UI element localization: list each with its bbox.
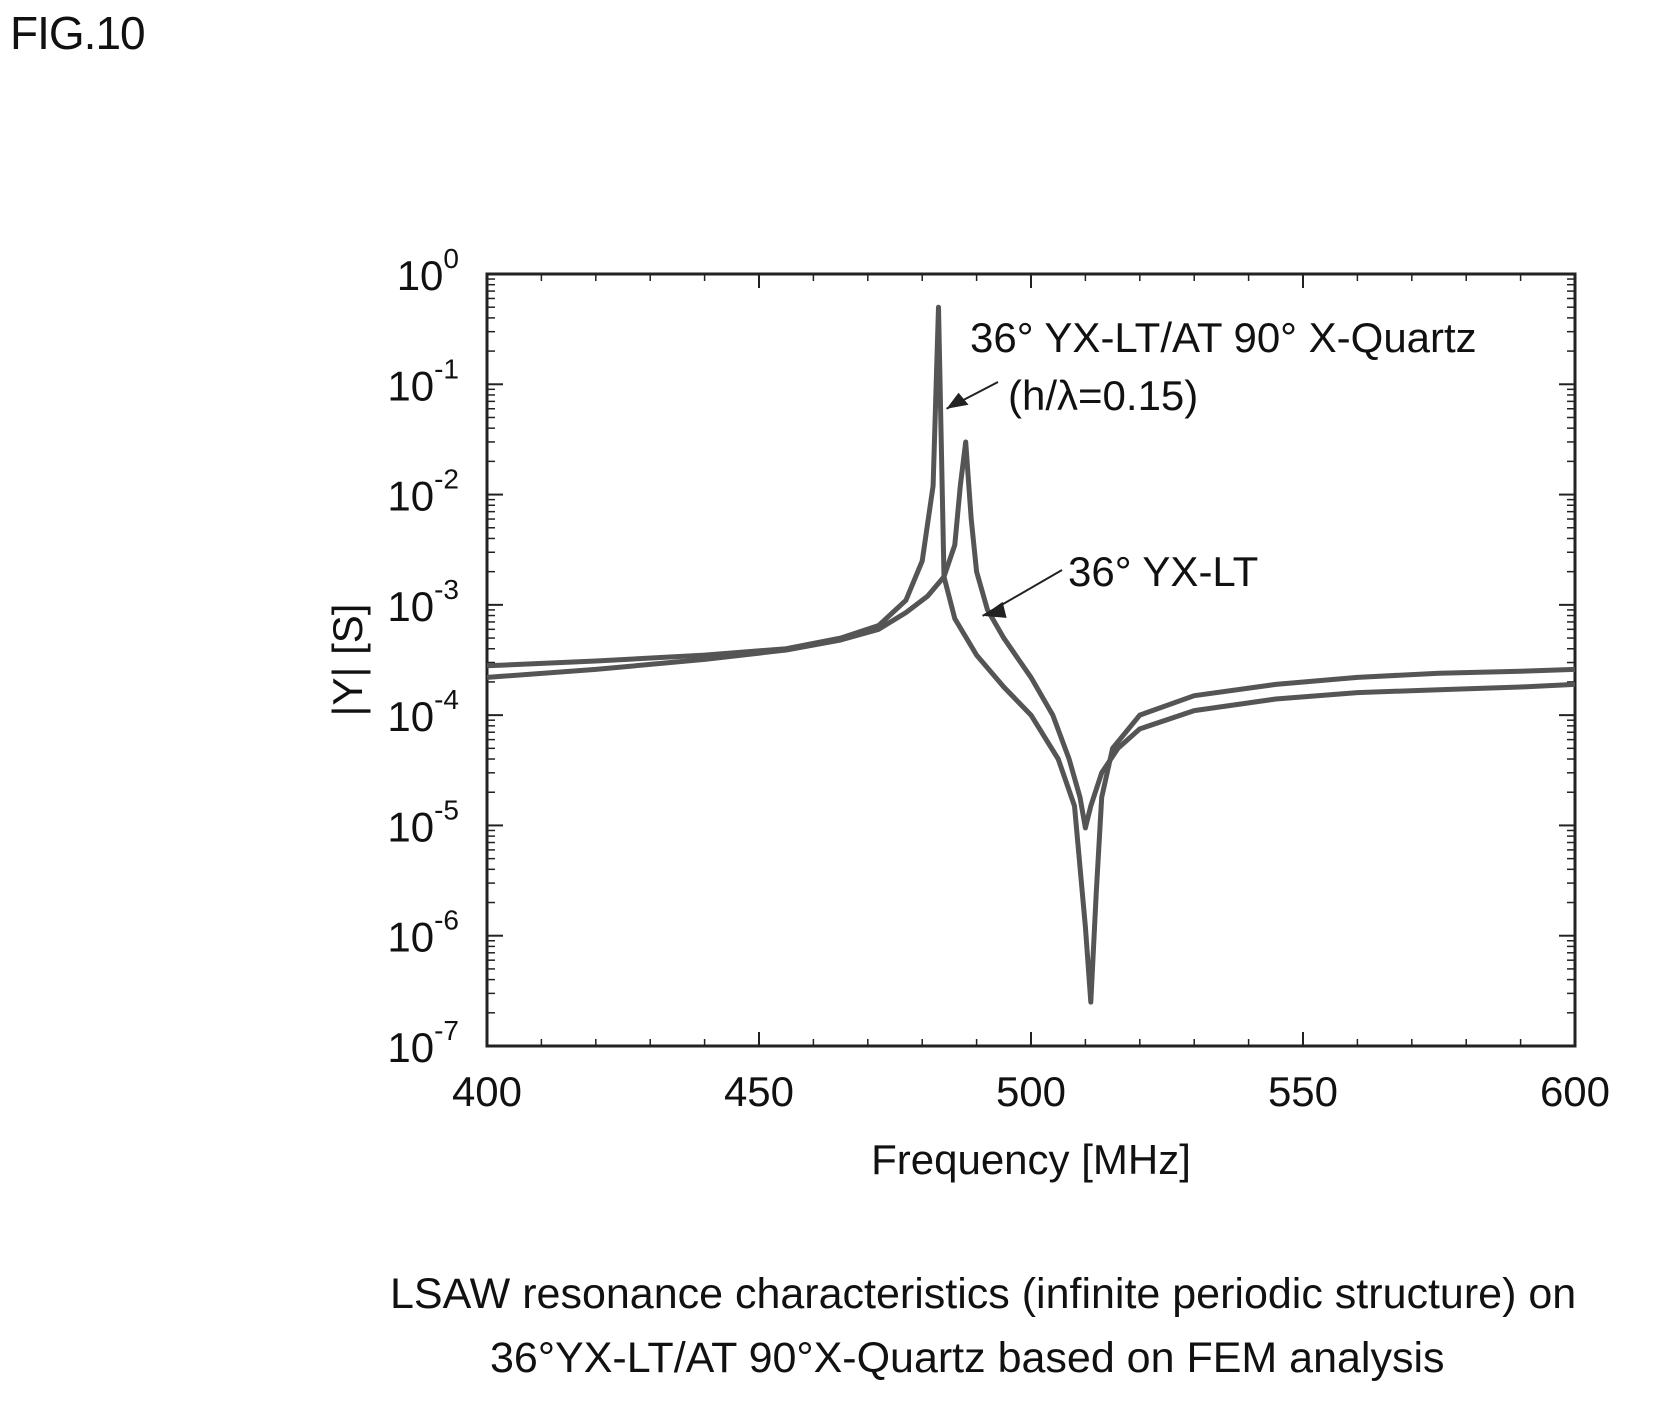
series-2-label: 36° YX-LT <box>1068 548 1258 595</box>
series-1-sublabel: (h/λ=0.15) <box>1008 372 1198 419</box>
figure-label: FIG.10 <box>10 7 146 59</box>
x-tick-label: 500 <box>996 1068 1066 1115</box>
x-tick-label: 550 <box>1268 1068 1338 1115</box>
admittance-chart: 400 450 500 550 600 100 10-1 10-2 10-3 10-4 10-5 10… <box>324 243 1610 1183</box>
series-line-2 <box>486 439 1576 831</box>
series-lines <box>486 304 1576 1005</box>
y-tick-label: 10-6 <box>387 905 459 961</box>
y-axis-label: |Y| [S] <box>324 604 371 717</box>
x-tick-label: 400 <box>452 1068 522 1115</box>
y-tick-label: 10-2 <box>387 464 459 520</box>
y-tick-label: 10-4 <box>387 684 459 740</box>
x-tick-label: 450 <box>724 1068 794 1115</box>
caption-line-1: LSAW resonance characteristics (infinite… <box>390 1270 1577 1318</box>
y-tick-label: 10-7 <box>387 1015 459 1071</box>
figure-caption: LSAW resonance characteristics (infinite… <box>0 1262 1664 1390</box>
axis-labels: Frequency [MHz] |Y| [S] <box>324 604 1191 1183</box>
y-tick-label: 10-5 <box>387 794 459 850</box>
caption-line-2: 36°YX-LT/AT 90°X-Quartz based on FEM ana… <box>490 1334 1445 1382</box>
y-tick-label: 10-1 <box>387 353 459 409</box>
series-line-1 <box>486 304 1576 1005</box>
series-2-arrowhead <box>982 601 1007 618</box>
x-tick-label: 600 <box>1540 1068 1610 1115</box>
series-annotations: 36° YX-LT/AT 90° X-Quartz (h/λ=0.15) 36° Y… <box>946 314 1477 618</box>
series-1-arrowhead <box>946 392 969 409</box>
series-1-label: 36° YX-LT/AT 90° X-Quartz <box>970 314 1477 361</box>
axis-ticks: 400 450 500 550 600 100 10-1 10-2 10-3 10-4 10-5 10… <box>387 243 1610 1115</box>
y-tick-label: 10-3 <box>387 574 459 630</box>
x-axis-label: Frequency [MHz] <box>871 1136 1191 1183</box>
y-tick-label: 100 <box>397 243 459 299</box>
